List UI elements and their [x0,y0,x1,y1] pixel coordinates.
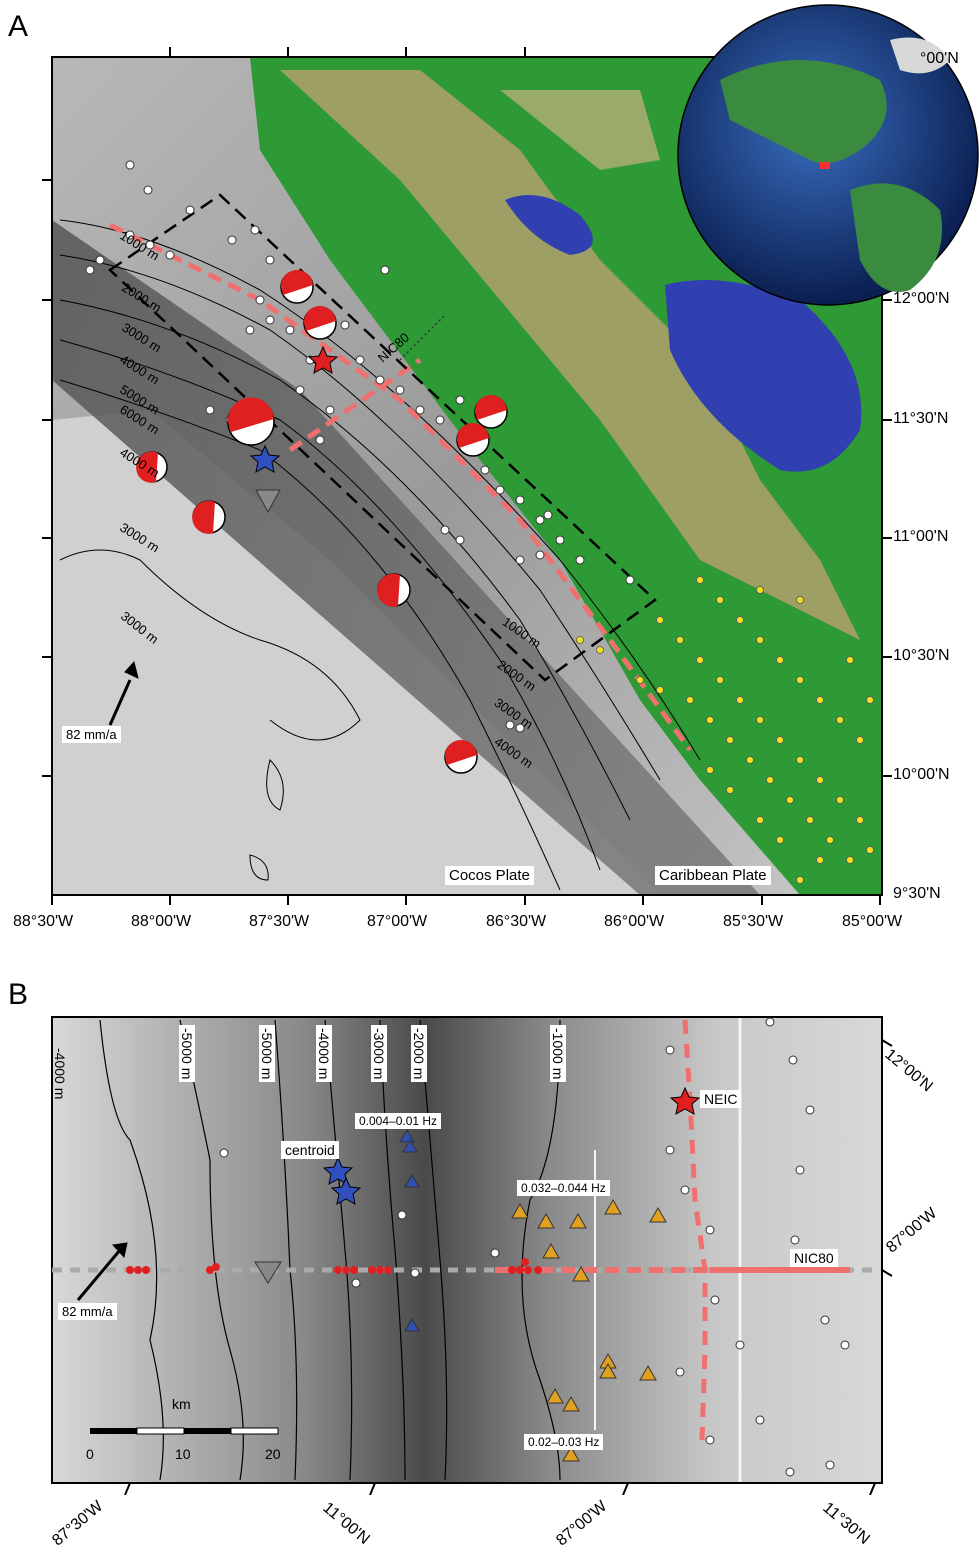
neic-label: NEIC [700,1090,741,1108]
cocos-plate-label: Cocos Plate [445,866,534,885]
freq-label-low: 0.004–0.01 Hz [355,1113,441,1129]
lat-label-10-30: 10°30'N [893,647,950,665]
globe-location-marker [820,162,830,169]
depth-label-b: -4000 m [52,1048,68,1099]
beachball [281,270,313,303]
beachball [304,306,336,339]
lat-label-12-00: 12°00'N [893,290,950,308]
lat-label-11-30: 11°30'N [893,410,948,428]
scale-bar [90,1428,278,1434]
centroid-label: centroid [281,1141,339,1159]
lon-label-88-00: 88°00'W [131,913,191,931]
scale-tick-0: 0 [86,1446,94,1462]
lat-label-9-30: 9°30'N [893,885,941,903]
beachball [445,740,477,773]
freq-label-mid: 0.02–0.03 Hz [524,1434,603,1450]
lon-label-88-30: 88°30'W [13,913,73,931]
beachball [228,397,274,445]
scale-unit-label: km [172,1396,191,1412]
panel-b-background [52,1017,882,1483]
lat-label-10-00: 10°00'N [893,766,950,784]
freq-label-high: 0.032–0.044 Hz [517,1180,610,1196]
bottom-label-87-30: 87°30'W [49,1498,107,1550]
velocity-label: 82 mm/a [62,726,121,743]
depth-label-b: -1000 m [550,1025,566,1082]
lon-label-86-30: 86°30'W [486,913,546,931]
velocity-label-b: 82 mm/a [58,1303,117,1320]
depth-label-b: -5000 m [259,1025,275,1082]
depth-label-b: -4000 m [316,1025,332,1082]
top-right-lat-label: °00'N [920,50,959,68]
beachball [377,574,410,607]
bottom-label-87-00: 87°00'W [553,1498,611,1550]
bottom-label-11-00: 11°00'N [319,1499,373,1548]
lat-label-11-00: 11°00'N [893,528,948,546]
scale-tick-20: 20 [265,1446,281,1462]
beachball [475,395,507,428]
lon-label-85-30: 85°30'W [723,913,783,931]
bottom-label-11-30: 11°30'N [819,1499,873,1548]
depth-label-b: -2000 m [411,1025,427,1082]
caribbean-plate-label: Caribbean Plate [655,866,771,885]
beachball [192,501,225,534]
depth-label-b: -5000 m [179,1025,195,1082]
lon-label-86-00: 86°00'W [604,913,664,931]
lon-label-87-00: 87°00'W [367,913,427,931]
scale-tick-10: 10 [175,1446,191,1462]
nic80-label-b: NIC80 [790,1249,838,1267]
lon-label-87-30: 87°30'W [249,913,309,931]
depth-label-b: -3000 m [371,1025,387,1082]
lon-label-85-00: 85°00'W [842,913,902,931]
beachball [457,423,489,456]
